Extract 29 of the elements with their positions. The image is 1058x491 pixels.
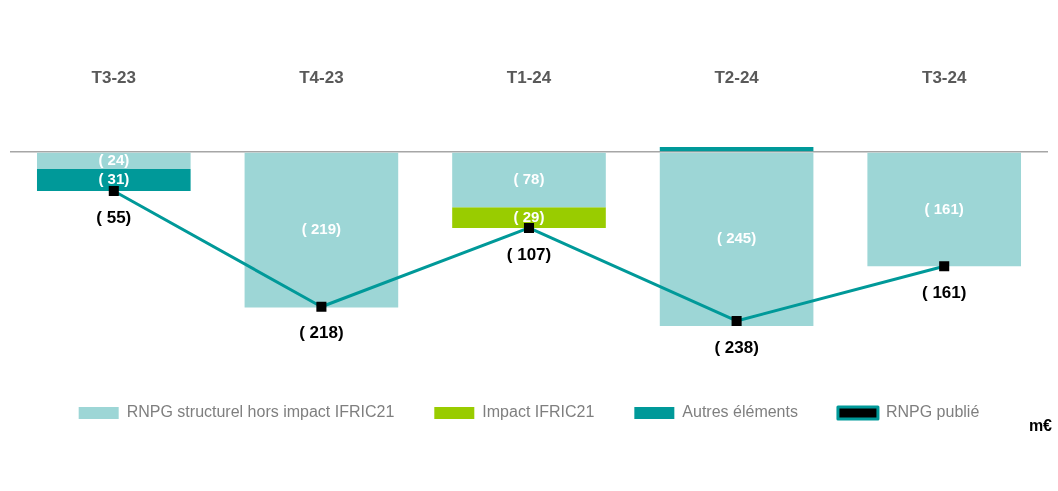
bar [867,152,1022,267]
annotation: m€ [1028,417,1053,435]
legend-label: RNPG publié [885,403,980,421]
legend-label: Impact IFRIC21 [482,403,595,421]
data-label: ( 161) [921,282,967,302]
legend-label: Autres éléments [682,403,798,421]
data-label: ( 78) [513,170,545,188]
x-tick-label: T4-23 [299,67,344,87]
data-label: ( 245) [717,229,757,247]
bar [659,146,814,152]
bar [452,152,606,208]
data-label: ( 218) [299,323,344,343]
bar [244,152,399,308]
data-label: ( 29) [513,207,545,225]
bar [36,152,191,169]
x-tick-label: T3-23 [91,67,137,87]
legend-label: RNPG structurel hors impact IFRIC21 [126,403,395,421]
data-label: ( 24) [98,150,130,168]
data-label: ( 107) [506,244,552,264]
x-tick-label: T3-24 [921,67,967,87]
data-label: ( 238) [714,337,759,357]
x-tick-label: T1-24 [506,67,552,87]
bar [452,207,606,228]
x-tick-label: T2-24 [714,67,760,87]
data-label: ( 161) [924,199,964,217]
data-label: ( 55) [96,207,132,227]
bar [659,152,814,326]
data-label: ( 31) [98,170,130,188]
data-label: ( 219) [301,220,341,238]
